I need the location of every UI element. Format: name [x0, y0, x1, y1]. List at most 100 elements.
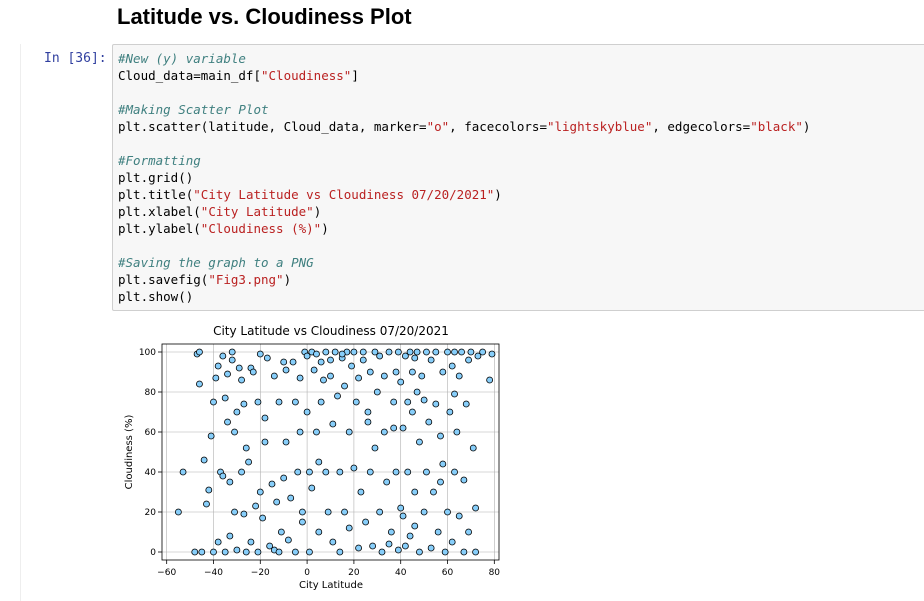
code-line: plt.xlabel( [118, 204, 201, 219]
data-point [465, 356, 472, 364]
data-point [486, 376, 494, 384]
data-point [191, 548, 199, 556]
data-point [233, 408, 241, 416]
data-point [263, 354, 271, 362]
data-point [411, 354, 419, 362]
code-string: "lightskyblue" [546, 119, 653, 134]
data-point [413, 348, 421, 356]
data-points [174, 348, 496, 556]
data-point [310, 366, 318, 374]
data-point [364, 408, 372, 416]
data-point [226, 532, 234, 540]
data-point [406, 532, 414, 540]
data-point [416, 548, 423, 556]
data-point [231, 508, 238, 516]
data-point [268, 480, 276, 488]
data-point [261, 438, 269, 446]
data-point [299, 508, 306, 516]
code-line: plt.title( [118, 187, 194, 202]
x-tick-label: 60 [442, 568, 454, 578]
data-point [221, 548, 229, 556]
data-point [231, 428, 238, 436]
data-point [425, 418, 433, 426]
data-point [327, 372, 334, 380]
data-point [233, 546, 241, 554]
data-point [455, 372, 463, 380]
data-point [306, 548, 313, 556]
y-tick-label: 100 [139, 348, 156, 358]
data-point [458, 348, 465, 356]
data-point [362, 518, 370, 526]
data-point [467, 348, 475, 356]
data-point [380, 428, 388, 436]
data-point [352, 398, 360, 406]
data-point [280, 474, 288, 482]
x-tick-label: −40 [204, 568, 223, 578]
data-point [205, 486, 213, 494]
scatter-plot: City Latitude vs Cloudiness 07/20/2021 −… [124, 324, 500, 591]
code-line: plt.ylabel( [118, 221, 201, 236]
data-point [249, 368, 257, 376]
code-string: "City Latitude vs Cloudiness 07/20/2021" [193, 187, 495, 202]
data-point [451, 390, 458, 398]
data-point [322, 348, 330, 356]
data-point [200, 456, 208, 464]
y-tick-label: 40 [145, 468, 157, 478]
data-point [308, 484, 316, 492]
data-point [331, 348, 339, 356]
data-point [411, 522, 419, 530]
code-line: ] [351, 68, 359, 83]
data-point [313, 350, 320, 358]
data-point [254, 398, 262, 406]
data-point [397, 378, 405, 386]
data-point [460, 476, 468, 484]
data-point [224, 418, 231, 426]
data-point [240, 510, 248, 518]
data-point [266, 542, 274, 550]
data-point [242, 444, 250, 452]
code-line: plt.show() [118, 289, 194, 304]
data-point [401, 542, 409, 550]
code-comment: #Saving the graph to a PNG [118, 255, 314, 270]
data-point [387, 528, 395, 536]
code-cell-input[interactable] [112, 44, 924, 311]
data-point [296, 374, 304, 382]
code-line: ) [321, 221, 329, 236]
data-point [196, 348, 203, 356]
y-tick-label: 20 [145, 508, 157, 518]
data-point [404, 398, 412, 406]
x-tick-label: 40 [395, 568, 407, 578]
data-point [451, 468, 458, 476]
data-point [245, 458, 252, 466]
data-point [303, 408, 311, 416]
data-point [174, 508, 182, 516]
cell-prompt: In [36]: [44, 51, 107, 66]
data-point [357, 488, 365, 496]
code-comment: #Making Scatter Plot [118, 102, 269, 117]
y-tick-label: 0 [150, 548, 156, 558]
y-tick-label: 80 [145, 388, 157, 398]
data-point [364, 418, 372, 426]
data-point [294, 468, 302, 476]
data-point [406, 348, 414, 356]
data-point [329, 420, 337, 428]
code-string: "Cloudiness" [261, 68, 352, 83]
data-point [383, 478, 391, 486]
data-point [284, 536, 292, 544]
code-line: ) [313, 204, 322, 219]
data-point [336, 548, 344, 556]
code-line: plt.grid() [118, 170, 194, 185]
data-point [317, 398, 325, 406]
data-point [334, 392, 341, 400]
code-string: "Fig3.png" [208, 272, 284, 287]
data-point [252, 502, 260, 510]
data-point [479, 348, 487, 356]
code-text[interactable]: #New (y) variable Cloud_data=main_df["Cl… [118, 50, 810, 305]
data-point [355, 374, 362, 382]
data-point [214, 362, 222, 370]
data-point [254, 548, 262, 556]
data-point [221, 394, 229, 402]
data-point [203, 500, 210, 508]
data-point [366, 368, 374, 376]
data-point [273, 498, 281, 506]
